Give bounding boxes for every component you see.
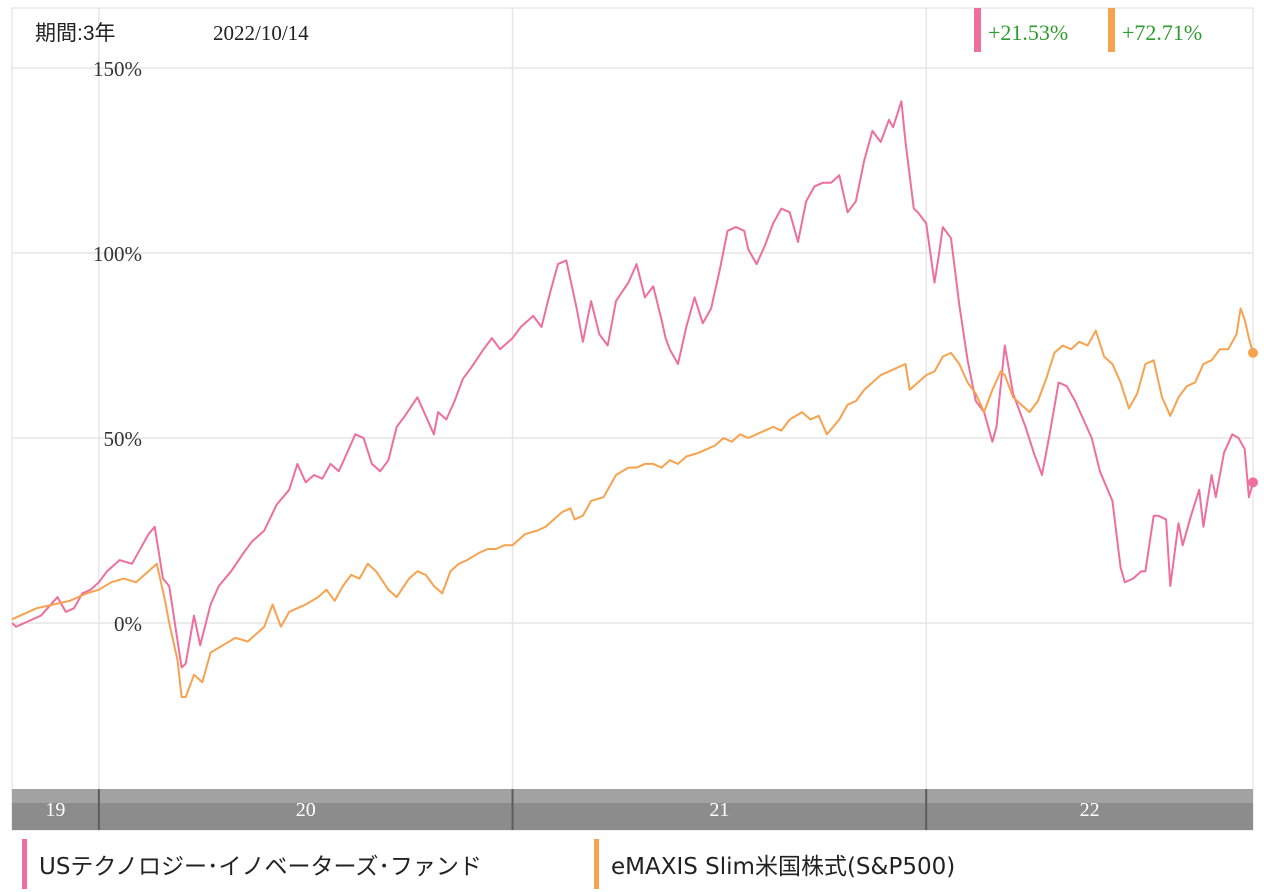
legend-item-tech-fund: USテクノロジー･イノベーターズ･ファンド xyxy=(22,838,482,890)
plot-frame xyxy=(11,7,1254,831)
year-band-label: 19 xyxy=(45,799,65,821)
y-axis-ticks: 150% 100% 50% 0% xyxy=(93,57,142,636)
series-lines xyxy=(11,100,1258,698)
y-tick-label: 50% xyxy=(104,427,143,451)
series-line-1 xyxy=(11,307,1254,698)
period-label: 期間:3年 xyxy=(35,22,116,45)
year-band-highlight xyxy=(12,789,1253,803)
y-tick-label: 150% xyxy=(93,57,142,81)
year-band-label: 21 xyxy=(709,799,729,821)
final-return-label-1: +72.71% xyxy=(1122,20,1202,45)
year-band-axis: 19 20 21 22 xyxy=(12,789,1253,830)
year-band-label: 20 xyxy=(296,799,316,821)
y-tick-label: 0% xyxy=(114,612,142,636)
legend-label-sp500: eMAXIS Slim米国株式(S&P500) xyxy=(611,854,956,880)
legend-swatch-tech-fund xyxy=(22,839,27,889)
series-end-marker-0 xyxy=(1248,477,1258,488)
date-label: 2022/10/14 xyxy=(213,21,309,45)
legend-swatch-sp500 xyxy=(594,839,599,889)
y-tick-label: 100% xyxy=(93,242,142,266)
year-band-label: 22 xyxy=(1080,799,1100,821)
final-label-swatch-0 xyxy=(974,8,981,52)
gridlines xyxy=(12,8,1253,789)
final-return-labels: +21.53% +72.71% xyxy=(974,8,1202,52)
series-end-marker-1 xyxy=(1248,347,1258,358)
final-return-label-0: +21.53% xyxy=(988,20,1068,45)
legend-item-sp500: eMAXIS Slim米国株式(S&P500) xyxy=(594,838,955,890)
line-chart: 150%100%50%0% 19 20 21 22 期間:3年 2022/10/14 … xyxy=(11,7,1258,831)
final-label-swatch-1 xyxy=(1108,8,1115,52)
series-line-0 xyxy=(11,100,1254,669)
legend-label-tech-fund: USテクノロジー･イノベーターズ･ファンド xyxy=(39,854,482,880)
